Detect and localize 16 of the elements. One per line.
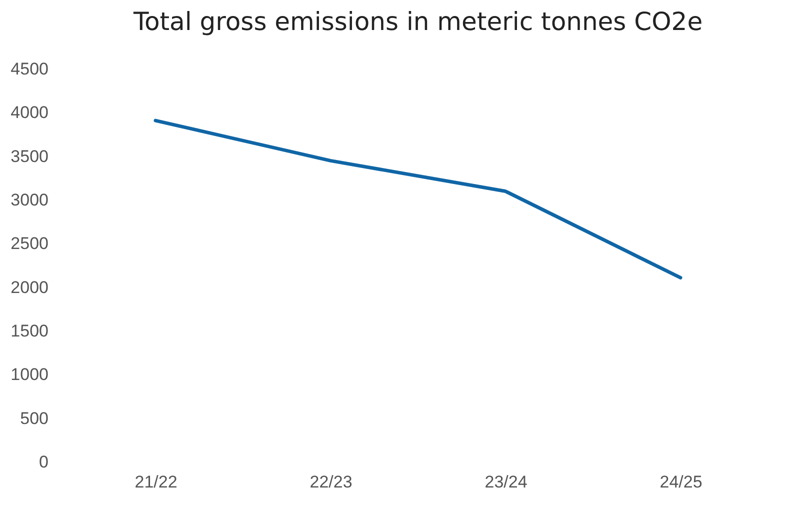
y-tick-label: 500 xyxy=(20,408,48,428)
x-tick-label: 23/24 xyxy=(484,472,528,492)
x-tick-label: 24/25 xyxy=(660,472,702,492)
y-tick-label: 0 xyxy=(39,452,48,472)
x-tick-label: 21/22 xyxy=(134,472,178,492)
y-tick-label: 1500 xyxy=(10,322,48,340)
y-tick-label: 4000 xyxy=(10,103,48,122)
y-tick-label: 2500 xyxy=(10,234,48,254)
y-tick-label: 3500 xyxy=(10,146,48,166)
y-tick-label: 1000 xyxy=(10,365,48,384)
chart-title: Total gross emissions in meteric tonnes CO2e xyxy=(132,7,703,36)
x-tick-label: 22/23 xyxy=(310,472,352,492)
y-tick-label: 3000 xyxy=(10,190,48,210)
y-tick-label: 2000 xyxy=(10,278,48,297)
line-series xyxy=(154,118,682,280)
y-tick-label: 4500 xyxy=(10,60,48,78)
